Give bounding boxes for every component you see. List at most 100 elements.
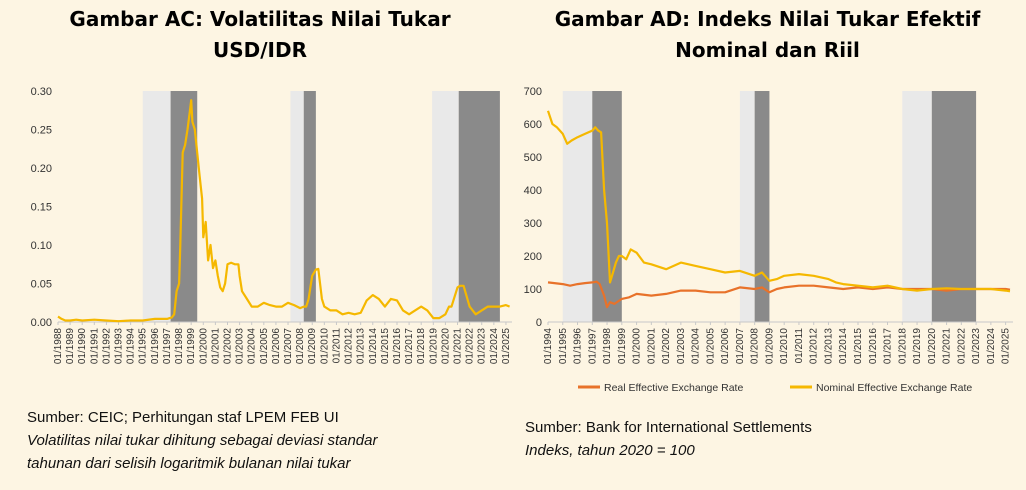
- chart-ad-xtick-label: 01/2023: [971, 328, 982, 365]
- chart-ac-xtick-label: 01/1999: [186, 328, 197, 365]
- chart-ac-xtick-label: 01/2017: [404, 328, 415, 365]
- chart-ac-xtick-label: 01/2009: [307, 328, 318, 365]
- chart-ad-xtick-label: 01/2024: [986, 328, 997, 365]
- chart-ad-xtick-label: 01/2022: [956, 328, 967, 365]
- chart-ad-ytick-label: 500: [524, 152, 542, 164]
- chart-ad-title: Gambar AD: Indeks Nilai Tukar Efektif No…: [515, 4, 1020, 66]
- chart-ac-xtick-label: 01/1991: [89, 328, 100, 365]
- chart-ac-ytick-label: 0.05: [31, 279, 52, 291]
- chart-ac-note-line2: tahunan dari selisih logaritmik bulanan …: [27, 455, 351, 472]
- chart-ad-notes: Sumber: Bank for International Settlemen…: [525, 416, 812, 462]
- chart-ac-ytick-label: 0.10: [31, 240, 52, 252]
- chart-ad-ytick-label: 600: [524, 119, 542, 131]
- chart-ac-xtick-label: 01/2014: [368, 328, 379, 365]
- chart-ad-legend-label-0: Real Effective Exchange Rate: [604, 382, 743, 394]
- chart-ac-shade-2: [290, 91, 304, 322]
- chart-ac-xtick-label: 01/2002: [222, 328, 233, 365]
- chart-ac-xtick-label: 01/1993: [114, 328, 125, 365]
- chart-ad-xtick-label: 01/2017: [883, 328, 894, 365]
- chart-ad-shade-2: [739, 91, 755, 322]
- chart-ad-xtick-label: 01/2006: [720, 328, 731, 365]
- chart-ad-shade-3: [754, 91, 770, 322]
- chart-ad-ytick-label: 100: [524, 284, 542, 296]
- chart-ad-xtick-label: 01/2008: [750, 328, 761, 365]
- chart-ac-xtick-label: 01/2023: [477, 328, 488, 365]
- chart-ac-xtick-label: 01/2018: [416, 328, 427, 365]
- chart-ac-notes: Sumber: CEIC; Perhitungan staf LPEM FEB …: [27, 406, 378, 475]
- chart-ad-xtick-label: 01/2005: [705, 328, 716, 365]
- chart-ac-xtick-label: 01/1995: [138, 328, 149, 365]
- chart-ad-shade-5: [931, 91, 977, 322]
- chart-ac-note-line1: Volatilitas nilai tukar dihitung sebagai…: [27, 432, 378, 449]
- chart-ac-xtick-label: 01/2024: [489, 328, 500, 365]
- chart-ac-xtick-label: 01/2007: [283, 328, 294, 365]
- chart-ad-xtick-label: 01/1998: [602, 328, 613, 365]
- chart-ac-title-line2: USD/IDR: [213, 38, 307, 62]
- chart-ac-xtick-label: 01/2003: [235, 328, 246, 365]
- chart-ad-shade-1: [592, 91, 622, 322]
- chart-ad-xtick-label: 01/2011: [794, 328, 805, 364]
- chart-ad-ytick-label: 0: [536, 317, 542, 329]
- chart-ac-xtick-label: 01/2020: [440, 328, 451, 365]
- chart-ac-xtick-label: 01/1996: [150, 328, 161, 365]
- chart-ac-xtick-label: 01/2022: [465, 328, 476, 365]
- chart-ac-xtick-label: 01/2016: [392, 328, 403, 365]
- chart-ac-xtick-label: 01/2019: [428, 328, 439, 365]
- chart-ad-ytick-label: 700: [524, 86, 542, 98]
- chart-ad-ytick-label: 200: [524, 251, 542, 263]
- chart-ac-xtick-label: 01/1988: [53, 328, 64, 365]
- chart-ac-xtick-label: 01/1990: [77, 328, 88, 365]
- chart-ac-xtick-label: 01/2000: [198, 328, 209, 365]
- chart-ad-xtick-label: 01/2013: [823, 328, 834, 365]
- chart-ac-xtick-label: 01/1994: [126, 328, 137, 365]
- chart-ad-xtick-label: 01/2000: [632, 328, 643, 365]
- chart-ad-xtick-label: 01/2012: [809, 328, 820, 365]
- chart-ac-ytick-label: 0.15: [31, 202, 52, 214]
- chart-ad-xtick-label: 01/2015: [853, 328, 864, 365]
- chart-ad-xtick-label: 01/1995: [558, 328, 569, 365]
- chart-ad-xtick-label: 01/2003: [676, 328, 687, 365]
- chart-ac-shade-4: [432, 91, 459, 322]
- chart-ac-shade-0: [142, 91, 171, 322]
- chart-ad-xtick-label: 01/1999: [617, 328, 628, 365]
- chart-ad-xtick-label: 01/2002: [661, 328, 672, 365]
- chart-ac-title: Gambar AC: Volatilitas Nilai Tukar USD/I…: [10, 4, 510, 66]
- chart-ad-source: Sumber: Bank for International Settlemen…: [525, 419, 812, 436]
- chart-ad-xtick-label: 01/2014: [838, 328, 849, 365]
- chart-ad-series-line-1: [546, 110, 1011, 293]
- chart-ad-shade-0: [562, 91, 593, 322]
- chart-ad-xtick-label: 01/2004: [691, 328, 702, 365]
- chart-ac-shade-1: [170, 91, 198, 322]
- chart-ac-xtick-label: 01/1997: [162, 328, 173, 365]
- chart-ad-xtick-label: 01/2021: [942, 328, 953, 365]
- chart-ac-ytick-label: 0.00: [31, 317, 52, 329]
- chart-ad-xtick-label: 01/2007: [735, 328, 746, 365]
- chart-ad-xtick-label: 01/2020: [927, 328, 938, 365]
- chart-ad-xtick-label: 01/2010: [779, 328, 790, 365]
- chart-ad-shade-4: [902, 91, 932, 322]
- chart-ac-xtick-label: 01/2012: [344, 328, 355, 365]
- chart-ac-xtick-label: 01/2013: [356, 328, 367, 365]
- chart-ac-source: Sumber: CEIC; Perhitungan staf LPEM FEB …: [27, 409, 339, 426]
- chart-ac-xtick-label: 01/2015: [380, 328, 391, 365]
- chart-ac-ytick-label: 0.20: [31, 163, 52, 175]
- chart-ad-xtick-label: 01/1996: [573, 328, 584, 365]
- chart-ac-xtick-label: 01/2021: [453, 328, 464, 365]
- chart-ac-xtick-label: 01/1998: [174, 328, 185, 365]
- chart-ac-xtick-label: 01/1992: [101, 328, 112, 365]
- chart-ad-title-line2: Nominal dan Riil: [675, 38, 860, 62]
- chart-ad-series-line-0: [547, 280, 1011, 309]
- chart-ac-shade-3: [303, 91, 316, 322]
- chart-ac-shade-5: [458, 91, 500, 322]
- chart-ac-xtick-label: 01/2006: [271, 328, 282, 365]
- chart-ad-xtick-label: 01/2019: [912, 328, 923, 365]
- chart-ac-xtick-label: 01/1989: [65, 328, 76, 365]
- chart-ad-ytick-label: 400: [524, 185, 542, 197]
- chart-ac-xtick-label: 01/2004: [247, 328, 258, 365]
- chart-ad-xtick-label: 01/1994: [543, 328, 554, 365]
- chart-ad-note-line1: Indeks, tahun 2020 = 100: [525, 442, 695, 459]
- chart-ac-ytick-label: 0.30: [31, 86, 52, 98]
- chart-ad-xtick-label: 01/2016: [868, 328, 879, 365]
- chart-ad-title-line1: Gambar AD: Indeks Nilai Tukar Efektif: [554, 7, 981, 31]
